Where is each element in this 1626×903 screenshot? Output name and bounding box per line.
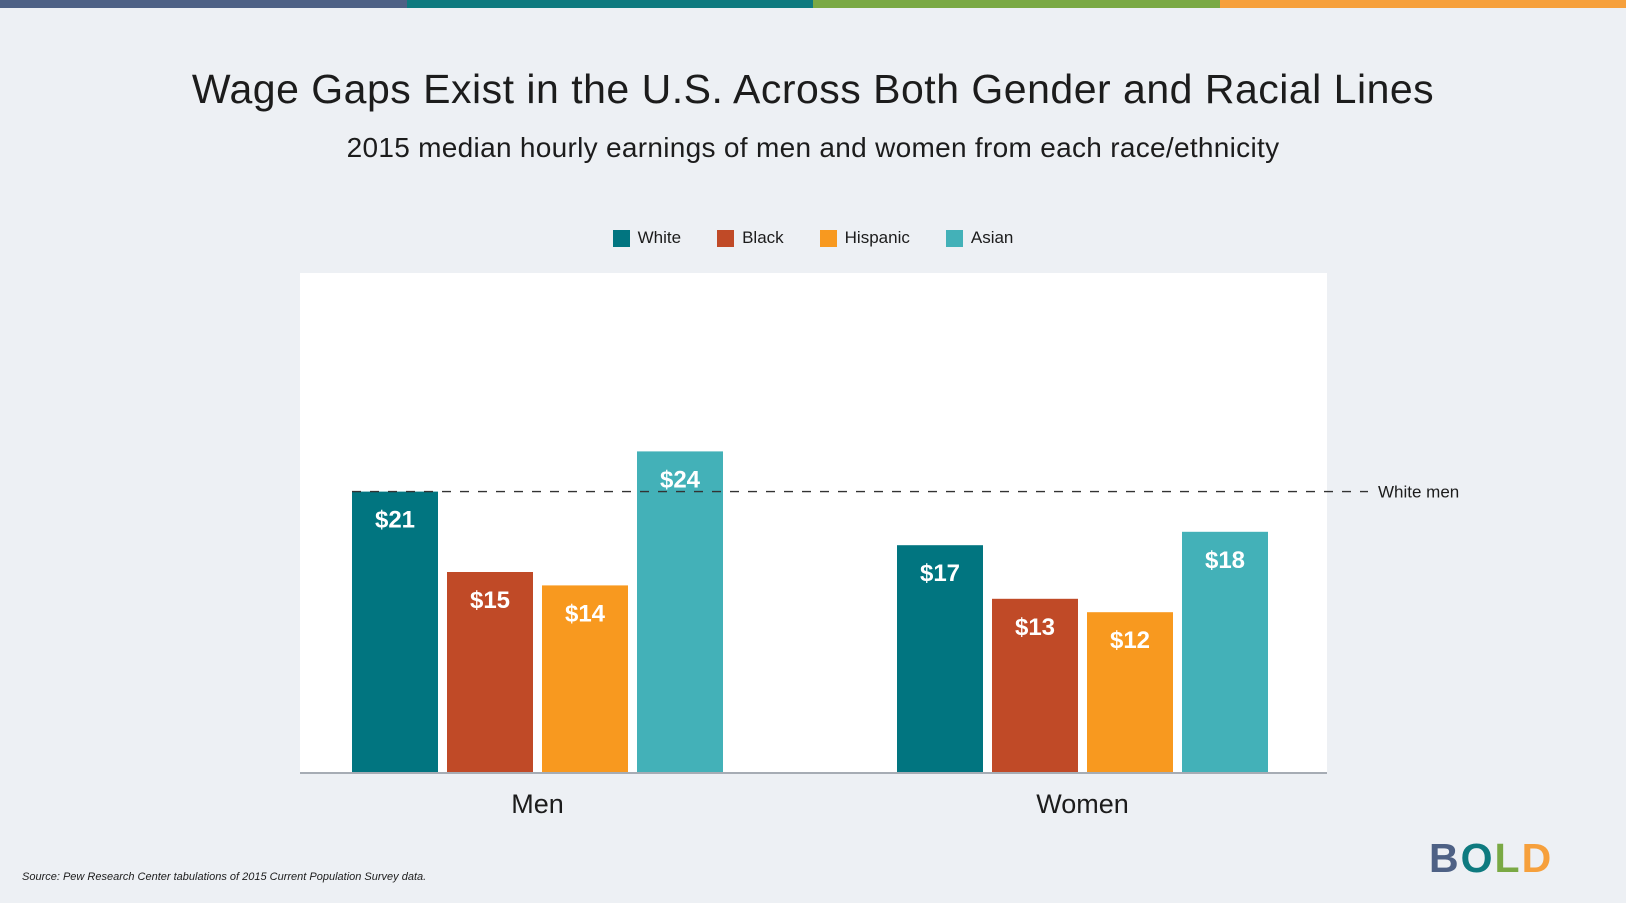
legend-swatch	[717, 229, 735, 247]
legend-item-black: Black	[717, 228, 784, 248]
logo-letter: O	[1460, 835, 1495, 881]
data-label: $13	[1015, 614, 1055, 641]
legend-swatch	[945, 229, 963, 247]
legend-label: Asian	[970, 228, 1014, 247]
category-labels: Men Women	[511, 789, 1129, 819]
legend-swatch	[819, 229, 837, 247]
legend-label: Hispanic	[844, 228, 910, 247]
chart-subtitle: 2015 median hourly earnings of men and w…	[346, 132, 1280, 163]
reference-line-label: White men	[1378, 483, 1459, 502]
data-label: $24	[660, 466, 701, 493]
top-bar-segment	[1219, 0, 1626, 8]
data-label: $15	[470, 587, 510, 614]
labels-layer: $21 $15 $14 $24 $17 $13 $12 $18	[375, 466, 1245, 654]
bar-white-men	[352, 491, 438, 773]
data-label: $12	[1110, 627, 1150, 654]
bar-hispanic-men	[542, 585, 628, 773]
legend-item-hispanic: Hispanic	[819, 228, 910, 248]
top-bar-segment	[0, 0, 407, 8]
top-bar-segment	[406, 0, 813, 8]
bar-hispanic-women	[1087, 612, 1173, 773]
bars-layer	[352, 451, 1268, 773]
data-label: $21	[375, 507, 415, 534]
bar-black-women	[992, 598, 1078, 773]
legend-item-asian: Asian	[945, 228, 1014, 248]
top-bar-segment	[813, 0, 1220, 8]
source-note: Source: Pew Research Center tabulations …	[22, 871, 427, 883]
bar-asian-women	[1182, 531, 1268, 773]
top-color-bar	[0, 0, 1626, 8]
legend-item-white: White	[612, 228, 682, 248]
bar-white-women	[897, 545, 983, 773]
data-label: $14	[565, 600, 606, 627]
bold-logo: B O L D	[1429, 835, 1554, 881]
bar-asian-men	[637, 451, 723, 773]
logo-letter: D	[1521, 835, 1554, 881]
chart-title: Wage Gaps Exist in the U.S. Across Both …	[191, 66, 1435, 112]
chart-legend: White Black Hispanic Asian	[0, 228, 1626, 248]
legend-swatch	[612, 229, 630, 247]
legend-label: White	[637, 228, 682, 247]
logo-letter: L	[1494, 835, 1522, 881]
bar-black-men	[447, 572, 533, 773]
legend-label: Black	[742, 228, 784, 247]
category-label: Women	[1036, 789, 1129, 819]
logo-letter: B	[1429, 835, 1461, 881]
category-label: Men	[511, 789, 564, 819]
data-label: $18	[1205, 547, 1245, 574]
data-label: $17	[920, 560, 960, 587]
